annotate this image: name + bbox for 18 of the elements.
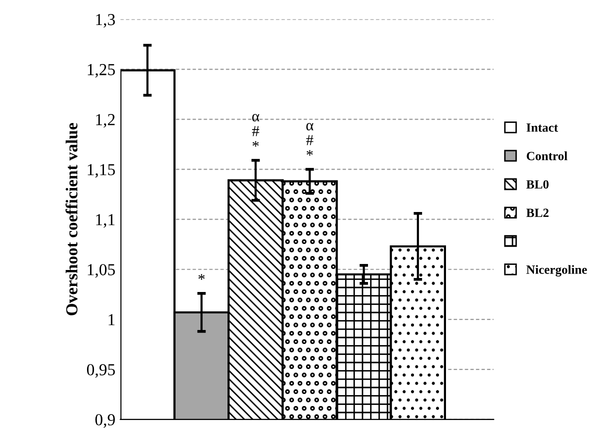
y-tick-label: 1,25 bbox=[88, 64, 115, 78]
legend-label: BL2 bbox=[526, 208, 549, 217]
y-tick-label: 1,05 bbox=[88, 264, 115, 278]
legend-label: Intact bbox=[526, 123, 558, 132]
y-tick-label: 1,1 bbox=[96, 214, 115, 228]
legend-label: Control bbox=[526, 151, 568, 160]
y-tick-label: 0,95 bbox=[87, 364, 115, 378]
annotation: α # * bbox=[306, 123, 314, 156]
legend-label: Nicergoline bbox=[526, 265, 587, 276]
y-axis-title: Overshoot coefficient value bbox=[66, 123, 78, 316]
legend-label: BL0 bbox=[526, 180, 549, 189]
y-tick-label: 1,15 bbox=[88, 164, 115, 178]
y-tick-label: 1,3 bbox=[96, 14, 115, 28]
y-tick-label: 1 bbox=[108, 314, 115, 326]
y-tick-label: 1,2 bbox=[96, 114, 115, 128]
annotation: α # * bbox=[252, 114, 260, 147]
annotation: * bbox=[198, 274, 205, 280]
y-tick-label: 0,9 bbox=[95, 414, 115, 428]
